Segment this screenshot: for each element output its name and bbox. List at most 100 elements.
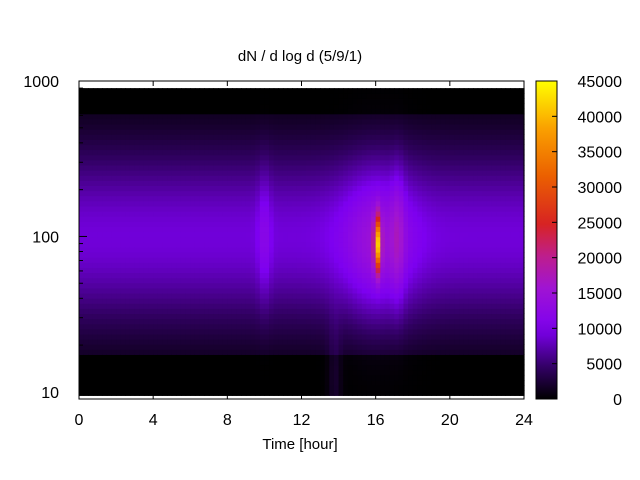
heatmap-cell [375, 292, 381, 299]
heatmap-cell [171, 159, 177, 166]
heatmap-cell [102, 118, 108, 125]
heatmap-cell [347, 333, 354, 340]
heatmap-cell [394, 154, 400, 161]
heatmap-cell [357, 231, 363, 238]
heatmap-cell [227, 323, 233, 330]
heatmap-cell [250, 88, 256, 94]
heatmap-cell [412, 129, 418, 135]
heatmap-cell [134, 134, 140, 140]
heatmap-cell [454, 364, 460, 371]
heatmap-cell [204, 103, 210, 110]
heatmap-cell [324, 364, 330, 371]
heatmap-cell [347, 144, 354, 151]
heatmap-cell [264, 164, 270, 171]
heatmap-cell [329, 339, 335, 345]
heatmap-cell [269, 175, 275, 181]
heatmap-cell [88, 359, 94, 366]
heatmap-cell [371, 257, 377, 263]
heatmap-cell [176, 88, 182, 94]
heatmap-cell [398, 246, 405, 253]
heatmap-cell [97, 349, 103, 355]
heatmap-cell [250, 144, 256, 151]
heatmap-cell [116, 93, 122, 99]
heatmap-cell [231, 349, 238, 355]
heatmap-cell [296, 205, 303, 212]
heatmap-cell [412, 139, 418, 146]
heatmap-cell [167, 374, 173, 381]
heatmap-cell [306, 164, 312, 171]
heatmap-cell [306, 318, 312, 325]
heatmap-cell [162, 175, 168, 181]
heatmap-cell [208, 246, 215, 253]
heatmap-cell [157, 236, 164, 243]
heatmap-cell [371, 164, 377, 171]
heatmap-cell [176, 277, 182, 284]
heatmap-cell [394, 246, 400, 253]
heatmap-cell [306, 185, 312, 192]
heatmap-cell [269, 231, 275, 238]
heatmap-cell [241, 190, 247, 197]
heatmap-cell [296, 180, 303, 186]
heatmap-cell [134, 374, 140, 381]
heatmap-cell [324, 262, 330, 268]
heatmap-cell [389, 113, 395, 120]
heatmap-cell [454, 267, 460, 274]
heatmap-cell [459, 185, 465, 192]
heatmap-cell [199, 359, 205, 366]
heatmap-cell [380, 108, 386, 115]
heatmap-cell [236, 385, 242, 391]
heatmap-cell [148, 175, 154, 181]
heatmap-cell [185, 149, 191, 156]
heatmap-cell [143, 185, 150, 192]
heatmap-cell [116, 272, 122, 279]
heatmap-cell [231, 180, 238, 186]
heatmap-cell [125, 164, 131, 171]
heatmap-cell [296, 149, 303, 156]
heatmap-cell [106, 236, 113, 243]
heatmap-cell [347, 123, 354, 130]
heatmap-cell [167, 292, 173, 299]
heatmap-cell [361, 108, 367, 115]
heatmap-cell [236, 328, 242, 335]
heatmap-cell [320, 328, 326, 335]
heatmap-cell [153, 349, 159, 355]
heatmap-cell [310, 164, 317, 171]
heatmap-cell [199, 175, 205, 181]
heatmap-cell [97, 231, 103, 238]
heatmap-cell [422, 267, 428, 274]
heatmap-cell [185, 180, 191, 186]
heatmap-cell [417, 354, 423, 361]
heatmap-cell [106, 175, 113, 181]
heatmap-cell [310, 282, 317, 289]
heatmap-cell [435, 349, 442, 355]
heatmap-cell [315, 103, 321, 110]
heatmap-cell [92, 349, 99, 355]
heatmap-cell [347, 390, 354, 396]
heatmap-cell [185, 267, 191, 274]
heatmap-cell [278, 231, 284, 238]
heatmap-cell [366, 98, 372, 105]
heatmap-cell [111, 170, 117, 176]
heatmap-cell [269, 93, 275, 99]
heatmap-cell [347, 272, 354, 279]
heatmap-cell [357, 374, 363, 381]
heatmap-cell [310, 369, 317, 376]
heatmap-cell [324, 185, 330, 192]
heatmap-cell [287, 236, 293, 243]
heatmap-cell [134, 308, 140, 315]
heatmap-cell [347, 364, 354, 371]
heatmap-cell [375, 159, 381, 166]
heatmap-cell [162, 267, 168, 274]
heatmap-cell [324, 108, 330, 115]
heatmap-cell [218, 190, 224, 197]
heatmap-cell [333, 344, 340, 350]
heatmap-cell [426, 180, 432, 186]
heatmap-cell [366, 241, 372, 248]
heatmap-cell [292, 349, 298, 355]
heatmap-cell [380, 308, 386, 315]
heatmap-cell [134, 93, 140, 99]
heatmap-cell [287, 323, 293, 330]
heatmap-cell [315, 303, 321, 309]
heatmap-cell [445, 313, 451, 320]
